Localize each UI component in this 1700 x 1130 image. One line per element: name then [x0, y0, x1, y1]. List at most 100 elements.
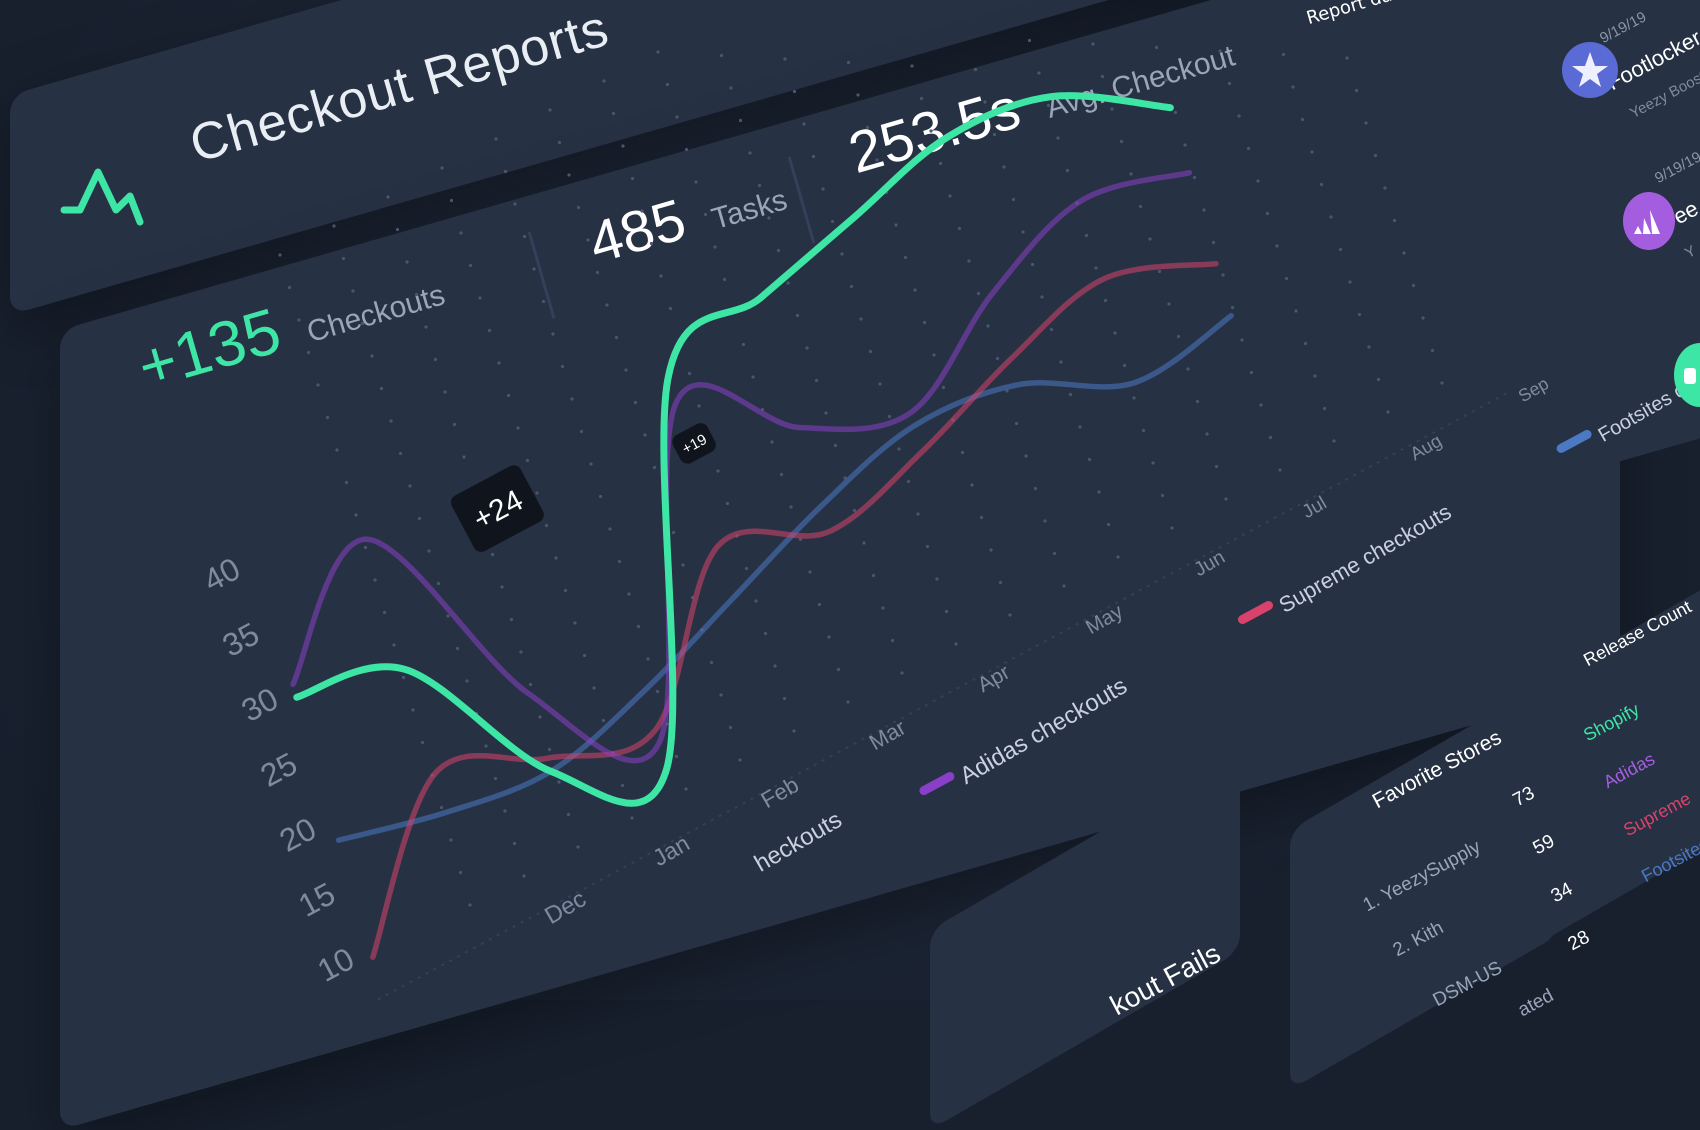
grid-dot [401, 675, 406, 680]
grid-dot [1094, 266, 1098, 270]
annotation-tooltip: +19 [672, 423, 716, 464]
footlocker-icon[interactable] [1560, 40, 1620, 100]
grid-dot [579, 429, 584, 434]
y-tick-label: 30 [236, 680, 284, 728]
grid-dot [344, 480, 349, 485]
grid-dot [697, 404, 701, 408]
grid-dot [278, 253, 282, 257]
grid-dot [500, 585, 504, 589]
grid-dot [849, 284, 854, 289]
grid-dot [1027, 38, 1032, 43]
grid-dot [782, 696, 787, 701]
grid-dot [1230, 305, 1235, 310]
grid-dot [636, 624, 641, 629]
grid-dot [316, 383, 320, 387]
grid-dot [1122, 363, 1127, 368]
grid-dot [516, 426, 520, 430]
grid-dot [671, 530, 676, 535]
grid-dot [846, 700, 850, 704]
grid-dot [900, 671, 904, 675]
grid-dot [910, 64, 914, 68]
grid-dot [1249, 370, 1254, 375]
grid-dot [868, 349, 873, 354]
grid-dot [659, 274, 663, 278]
grid-dot [1043, 519, 1047, 523]
grid-dot [1259, 403, 1263, 407]
grid-dot [725, 501, 730, 506]
grid-dot [1310, 150, 1314, 154]
grid-dot [494, 137, 498, 141]
grid-dot [1319, 182, 1324, 187]
grid-dot [1138, 204, 1143, 209]
grid-dot [557, 140, 562, 145]
grid-dot [1033, 486, 1038, 491]
grid-dot [887, 414, 892, 419]
grid-dot [776, 248, 781, 253]
grid-dot [513, 202, 517, 206]
grid-dot [459, 231, 463, 235]
grid-dot [1332, 439, 1336, 443]
grid-dot [1183, 143, 1187, 147]
grid-dot [919, 96, 924, 101]
grid-dot [1284, 276, 1289, 281]
grid-dot [789, 505, 793, 509]
grid-dot [363, 545, 368, 550]
grid-dot [976, 291, 981, 296]
grid-dot [779, 472, 784, 477]
grid-dot [862, 541, 866, 545]
grid-dot [398, 451, 403, 456]
grid-dot [925, 544, 930, 549]
adidas-icon[interactable] [1620, 190, 1678, 252]
grid-dot [582, 653, 587, 658]
grid-dot [538, 715, 542, 719]
grid-dot [770, 440, 774, 444]
grid-dot [798, 537, 803, 542]
annotation-tooltip: +24 [451, 465, 544, 552]
grid-dot [840, 252, 844, 256]
grid-dot [560, 364, 565, 369]
grid-dot [881, 606, 885, 610]
grid-dot [871, 573, 876, 578]
grid-dot [1167, 302, 1171, 306]
grid-dot [833, 443, 838, 448]
grid-dot [449, 838, 453, 842]
grid-dot [557, 780, 561, 784]
shopify-icon[interactable] [1672, 340, 1700, 410]
grid-dot [630, 176, 635, 181]
grid-dot [716, 469, 720, 473]
grid-dot [1084, 233, 1089, 238]
grid-dot [878, 382, 882, 386]
grid-dot [713, 245, 717, 249]
grid-dot [439, 805, 444, 810]
grid-dot [684, 147, 689, 152]
grid-dot [1430, 348, 1435, 353]
grid-dot [738, 758, 742, 762]
grid-dot [674, 754, 679, 759]
grid-dot [601, 718, 606, 723]
grid-dot [827, 635, 831, 639]
grid-dot [497, 361, 501, 365]
grid-dot [748, 151, 752, 155]
grid-dot [741, 342, 746, 347]
grid-dot [897, 447, 901, 451]
grid-dot [589, 462, 593, 466]
grid-dot [1373, 153, 1378, 158]
grid-dot [903, 255, 908, 260]
grid-dot [932, 353, 936, 357]
grid-dot [979, 515, 984, 520]
grid-dot [455, 646, 460, 651]
grid-dot [440, 166, 444, 170]
grid-dot [1411, 283, 1416, 288]
grid-dot [1110, 107, 1114, 111]
y-tick-label: 35 [217, 615, 265, 663]
grid-dot [675, 115, 679, 119]
grid-dot [522, 874, 526, 878]
grid-dot [1256, 179, 1260, 183]
grid-dot [703, 212, 708, 217]
grid-dot [1008, 613, 1012, 617]
grid-dot [449, 198, 454, 203]
grid-dot [624, 368, 628, 372]
grid-dot [1281, 52, 1286, 57]
series-line-footsites-checkouts [335, 312, 1234, 843]
annotation-tooltip-bubble [451, 465, 544, 552]
